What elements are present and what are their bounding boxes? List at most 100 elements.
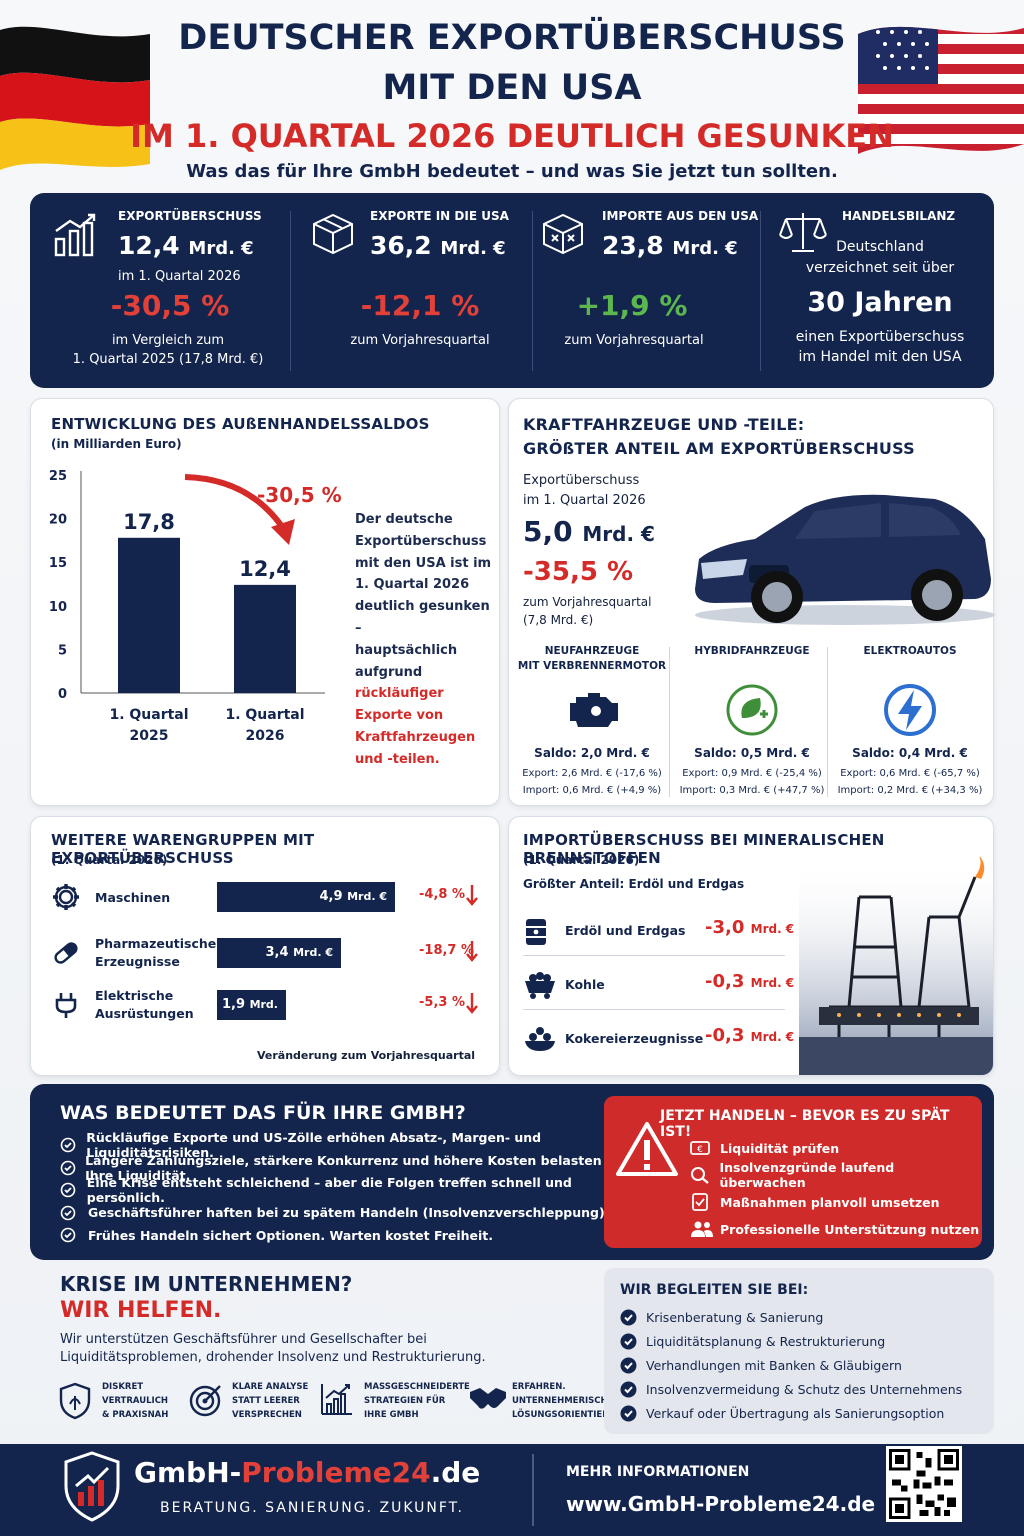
kfz-foot-1: zum Vorjahresquartal xyxy=(523,595,652,609)
import-unit: Mrd. € xyxy=(750,976,795,990)
brand-part-c: .de xyxy=(430,1456,481,1489)
kfz-type-export: Export: 0,6 Mrd. € (-65,7 %) xyxy=(840,768,980,779)
gmbh-item-text: Geschäftsführer haften bei zu spätem Han… xyxy=(88,1205,610,1220)
plug-icon xyxy=(51,990,81,1020)
import-subtitle-2: Größter Anteil: Erdöl und Erdgas xyxy=(523,877,745,891)
waren-subtitle: (1. Quartal 2026) xyxy=(51,853,168,867)
waren-bar-unit: Mrd. € xyxy=(293,946,333,959)
saldo-highlight-line: Exporte von xyxy=(355,708,444,724)
krise-feature-text: ERFAHREN. xyxy=(512,1382,566,1392)
kfz-type-saldo: Saldo: 2,0 Mrd. € xyxy=(534,746,650,760)
saldo-change: -30,5 % xyxy=(257,483,342,507)
kpi-2-label: EXPORTE IN DIE USA xyxy=(370,209,509,223)
bar-value-label: 12,4 xyxy=(239,557,291,581)
footer: GmbH-Probleme24.de BERATUNG. SANIERUNG. … xyxy=(0,1444,1024,1536)
krise-features: DISKRET VERTRAULICH & PRAXISNAH KLARE ANALY… xyxy=(56,1378,616,1438)
waren-row: Pharmazeutische Erzeugnisse 3,4 Mrd. € -18,… xyxy=(31,933,501,973)
waren-rows: Maschinen 4,9 Mrd. € -4,8 % Pharmazeutische… xyxy=(31,877,501,1047)
krise-feature-text: STATT LEERER xyxy=(232,1396,300,1406)
import-divider xyxy=(523,1009,785,1010)
brand-part-b: Probleme24 xyxy=(241,1456,431,1489)
begleiten-item: Krisenberatung & Sanierung xyxy=(620,1306,823,1328)
check-circle-icon xyxy=(60,1205,80,1221)
kpi-2-foot: zum Vorjahresquartal xyxy=(350,333,490,348)
kpi-band: EXPORTÜBERSCHUSS 12,4 Mrd. € im 1. Quart… xyxy=(30,193,994,388)
krise-feature-text: VERSPRECHEN xyxy=(232,1410,302,1420)
brand-part-a: GmbH- xyxy=(134,1456,242,1489)
y-tick-label: 10 xyxy=(49,600,67,615)
coke-icon xyxy=(523,1025,557,1053)
begleiten-item: Liquiditätsplanung & Restrukturierung xyxy=(620,1330,885,1352)
waren-name-line: Pharmazeutische xyxy=(95,936,217,951)
subtitle: Was das für Ihre GmbH bedeutet – und was… xyxy=(186,161,838,182)
warning-icon xyxy=(616,1122,678,1176)
waren-footer: Veränderung zum Vorjahresquartal xyxy=(257,1049,476,1062)
check-badge-icon xyxy=(620,1405,646,1422)
import-name: Kokereierzeugnisse xyxy=(565,1031,704,1046)
saldo-highlight-line: und -teilen. xyxy=(355,751,440,767)
kpi-1-change: -30,5 % xyxy=(110,289,230,322)
leaf-plug-icon xyxy=(673,680,831,740)
kfz-type-saldo: Saldo: 0,4 Mrd. € xyxy=(852,746,968,760)
krise-text-2: Liquiditätsproblemen, drohender Insolven… xyxy=(60,1350,486,1365)
import-value: -0,3 Mrd. € xyxy=(705,971,794,992)
check-circle-icon xyxy=(60,1182,79,1198)
kpi-1-unit: Mrd. € xyxy=(188,238,254,259)
action-item-label: Professionelle Unterstützung nutzen xyxy=(720,1221,980,1237)
gmbh-item: Geschäftsführer haften bei zu spätem Han… xyxy=(60,1202,609,1224)
kfz-card: KRAFTFAHRZEUGE UND -TEILE: GRÖßTER ANTEI… xyxy=(508,398,995,806)
krise-text-1: Wir unterstützen Geschäftsführer und Ges… xyxy=(60,1332,427,1347)
gmbh-item-text: Längere Zahlungsziele, stärkere Konkurre… xyxy=(85,1152,602,1183)
kpi-3-label: IMPORTE AUS DEN USA xyxy=(602,209,759,223)
gmbh-list: Rückläufige Exporte und US-Zölle erhöhen… xyxy=(60,1130,620,1254)
kfz-title-1: KRAFTFAHRZEUGE UND -TEILE: xyxy=(523,415,805,434)
import-value: -0,3 Mrd. € xyxy=(705,1025,794,1046)
import-row: Kohle -0,3 Mrd. € xyxy=(509,961,809,1011)
title-line-2: MIT DEN USA xyxy=(382,68,642,108)
scales-icon xyxy=(779,213,827,252)
bar-chart-icon xyxy=(54,213,96,257)
title-line-3: IM 1. QUARTAL 2026 DEUTLICH GESUNKEN xyxy=(130,117,894,155)
begleiten-list: Krisenberatung & Sanierung Liquiditätspla… xyxy=(620,1306,990,1432)
kfz-label-1: Exportüberschuss xyxy=(523,473,640,488)
check-badge-icon xyxy=(620,1381,646,1398)
begleiten-item-text: Insolvenzvermeidung & Schutz des Unterne… xyxy=(646,1382,963,1398)
import-row: Kokereierzeugnisse -0,3 Mrd. € xyxy=(509,1015,809,1065)
kfz-number: 5,0 xyxy=(523,515,573,548)
website-link[interactable]: www.GmbH-Probleme24.de xyxy=(566,1492,876,1516)
import-rows: Erdöl und Erdgas -3,0 Mrd. € Kohle -0,3 Mrd… xyxy=(509,907,809,1075)
action-item[interactable]: € Liquidität prüfen xyxy=(690,1136,839,1160)
qr-code-icon[interactable] xyxy=(886,1446,962,1522)
begleiten-item-text: Krisenberatung & Sanierung xyxy=(646,1309,824,1325)
kpi-4-big: 30 Jahren xyxy=(807,287,953,318)
gmbh-title: WAS BEDEUTET DAS FÜR IHRE GMBH? xyxy=(60,1102,466,1124)
begleiten-item: Verhandlungen mit Banken & Gläubigern xyxy=(620,1354,902,1376)
title-line-1: DEUTSCHER EXPORTÜBERSCHUSS xyxy=(178,18,846,58)
begleiten-item-text: Verhandlungen mit Banken & Gläubigern xyxy=(646,1357,902,1373)
down-arrow-icon xyxy=(465,939,479,963)
x-tick-label: 1. Quartal xyxy=(225,707,304,723)
import-name: Erdöl und Erdgas xyxy=(565,923,686,938)
kfz-type-name-2: MIT VERBRENNERMOTOR xyxy=(517,660,667,672)
kpi-3-number: 23,8 xyxy=(602,231,664,260)
gmbh-item: Eine Krise entsteht schleichend – aber d… xyxy=(60,1175,620,1205)
action-item[interactable]: Insolvenzgründe laufend überwachen xyxy=(690,1160,980,1190)
krise-feature: DISKRET VERTRAULICH & PRAXISNAH xyxy=(56,1378,190,1438)
action-item-label: Insolvenzgründe laufend überwachen xyxy=(719,1160,895,1190)
kpi-2-unit: Mrd. € xyxy=(440,238,506,259)
people-icon xyxy=(690,1220,720,1238)
kpi-2-value: 36,2 Mrd. € xyxy=(370,231,506,260)
action-item[interactable]: Professionelle Unterstützung nutzen xyxy=(690,1217,979,1241)
kpi-4-line1: Deutschland xyxy=(836,239,924,255)
kfz-type-1: NEUFAHRZEUGE MIT VERBRENNERMOTOR Saldo: 2,… xyxy=(513,643,671,803)
waren-name-line: Maschinen xyxy=(95,890,171,905)
action-item[interactable]: Maßnahmen planvoll umsetzen xyxy=(690,1190,940,1214)
begleiten-item-text: Liquiditätsplanung & Restrukturierung xyxy=(646,1333,886,1349)
kfz-unit: Mrd. € xyxy=(582,522,655,546)
brand-logo: GmbH-Probleme24.de xyxy=(134,1456,480,1489)
waren-name: Pharmazeutische Erzeugnisse xyxy=(95,935,216,971)
import-divider xyxy=(523,955,785,956)
y-tick-label: 20 xyxy=(49,513,67,528)
